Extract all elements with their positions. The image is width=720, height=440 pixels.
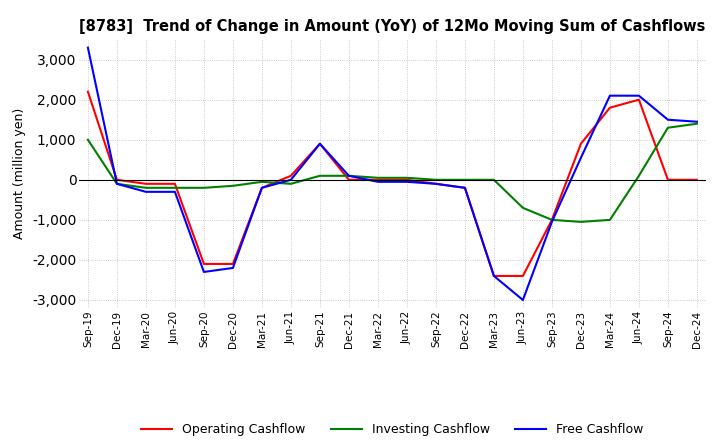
Free Cashflow	[228, 265, 237, 271]
Operating Cashflow	[518, 273, 527, 279]
Free Cashflow	[258, 185, 266, 191]
Investing Cashflow	[461, 177, 469, 183]
Investing Cashflow	[490, 177, 498, 183]
Investing Cashflow	[287, 181, 295, 187]
Line: Free Cashflow: Free Cashflow	[88, 48, 697, 300]
Y-axis label: Amount (million yen): Amount (million yen)	[14, 108, 27, 239]
Investing Cashflow	[634, 173, 643, 179]
Operating Cashflow	[374, 177, 382, 183]
Free Cashflow	[142, 189, 150, 194]
Free Cashflow	[431, 181, 440, 187]
Free Cashflow	[606, 93, 614, 98]
Operating Cashflow	[84, 89, 92, 94]
Free Cashflow	[171, 189, 179, 194]
Operating Cashflow	[199, 261, 208, 267]
Investing Cashflow	[199, 185, 208, 191]
Investing Cashflow	[345, 173, 354, 179]
Free Cashflow	[84, 45, 92, 50]
Investing Cashflow	[548, 217, 557, 223]
Operating Cashflow	[171, 181, 179, 187]
Operating Cashflow	[490, 273, 498, 279]
Operating Cashflow	[345, 177, 354, 183]
Investing Cashflow	[577, 219, 585, 224]
Legend: Operating Cashflow, Investing Cashflow, Free Cashflow: Operating Cashflow, Investing Cashflow, …	[136, 418, 649, 440]
Operating Cashflow	[315, 141, 324, 147]
Investing Cashflow	[693, 121, 701, 126]
Operating Cashflow	[258, 185, 266, 191]
Free Cashflow	[490, 273, 498, 279]
Investing Cashflow	[606, 217, 614, 223]
Free Cashflow	[461, 185, 469, 191]
Line: Investing Cashflow: Investing Cashflow	[88, 124, 697, 222]
Operating Cashflow	[461, 185, 469, 191]
Free Cashflow	[402, 179, 411, 184]
Investing Cashflow	[518, 205, 527, 210]
Operating Cashflow	[664, 177, 672, 183]
Operating Cashflow	[112, 177, 121, 183]
Investing Cashflow	[142, 185, 150, 191]
Free Cashflow	[374, 179, 382, 184]
Operating Cashflow	[402, 177, 411, 183]
Operating Cashflow	[142, 181, 150, 187]
Free Cashflow	[199, 269, 208, 275]
Operating Cashflow	[287, 173, 295, 179]
Investing Cashflow	[84, 137, 92, 143]
Investing Cashflow	[664, 125, 672, 130]
Free Cashflow	[518, 297, 527, 303]
Free Cashflow	[315, 141, 324, 147]
Free Cashflow	[345, 173, 354, 179]
Operating Cashflow	[606, 105, 614, 110]
Operating Cashflow	[693, 177, 701, 183]
Investing Cashflow	[228, 183, 237, 188]
Investing Cashflow	[112, 181, 121, 187]
Free Cashflow	[634, 93, 643, 98]
Investing Cashflow	[315, 173, 324, 179]
Free Cashflow	[577, 155, 585, 161]
Investing Cashflow	[374, 175, 382, 180]
Operating Cashflow	[548, 217, 557, 223]
Operating Cashflow	[431, 181, 440, 187]
Free Cashflow	[693, 119, 701, 125]
Investing Cashflow	[171, 185, 179, 191]
Investing Cashflow	[402, 175, 411, 180]
Line: Operating Cashflow: Operating Cashflow	[88, 92, 697, 276]
Investing Cashflow	[431, 177, 440, 183]
Free Cashflow	[548, 219, 557, 224]
Free Cashflow	[287, 177, 295, 183]
Operating Cashflow	[577, 141, 585, 147]
Operating Cashflow	[634, 97, 643, 103]
Investing Cashflow	[258, 179, 266, 184]
Operating Cashflow	[228, 261, 237, 267]
Free Cashflow	[664, 117, 672, 122]
Free Cashflow	[112, 181, 121, 187]
Title: [8783]  Trend of Change in Amount (YoY) of 12Mo Moving Sum of Cashflows: [8783] Trend of Change in Amount (YoY) o…	[79, 19, 706, 34]
